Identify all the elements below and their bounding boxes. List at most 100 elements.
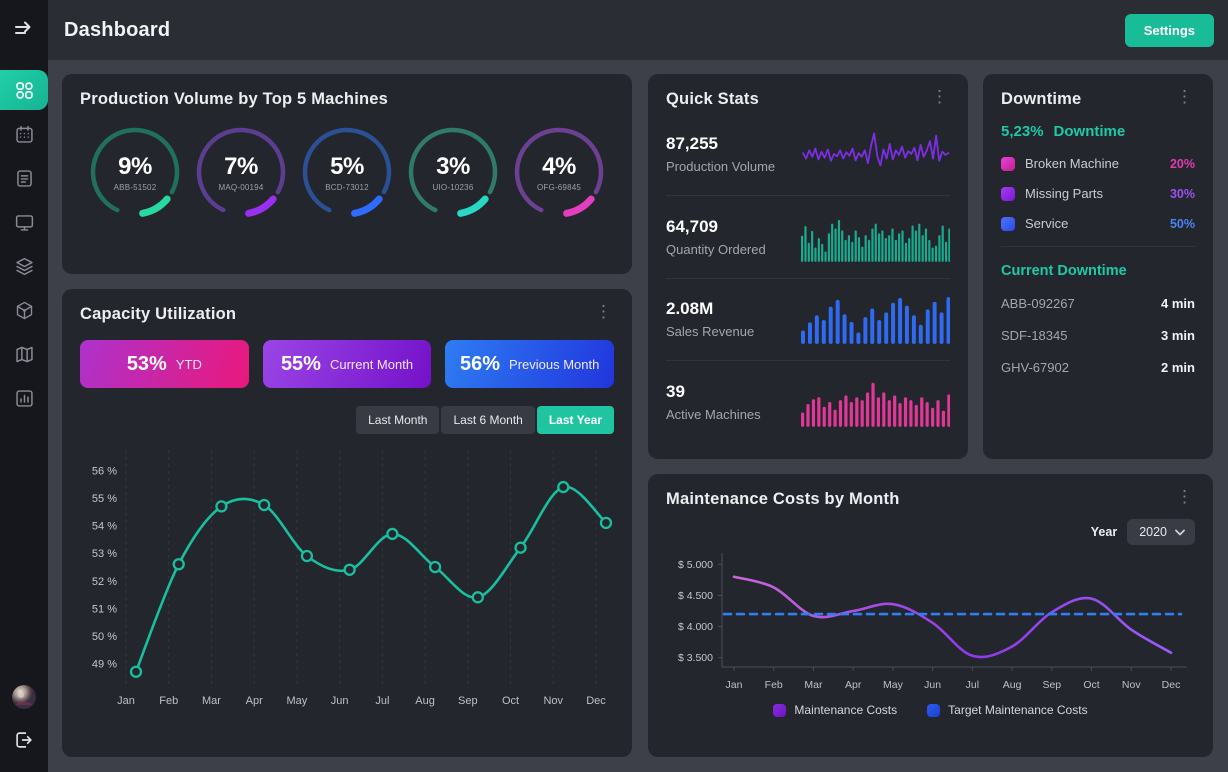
quick-stat-sales-revenue: 2.08M Sales Revenue: [666, 277, 950, 361]
downtime-percent: 5,23%: [1001, 123, 1044, 140]
page-title: Dashboard: [64, 18, 171, 41]
stat-value: 87,255: [666, 133, 718, 153]
sidebar-item-map[interactable]: [0, 334, 48, 374]
svg-text:Feb: Feb: [765, 679, 783, 691]
capacity-stat-previous-month[interactable]: 56% Previous Month: [445, 340, 615, 388]
avatar[interactable]: [12, 685, 36, 709]
legend-label: Target Maintenance Costs: [948, 703, 1088, 717]
sidebar-item-report[interactable]: [0, 158, 48, 198]
downtime-legend-service: Service 50%: [1001, 216, 1195, 231]
year-select[interactable]: 2020: [1127, 519, 1195, 545]
svg-text:Jan: Jan: [117, 695, 135, 707]
svg-text:51 %: 51 %: [92, 603, 117, 615]
kebab-menu-icon[interactable]: ⋮: [931, 87, 948, 106]
gauge-ring: [89, 126, 181, 218]
avatar-photo: [12, 685, 36, 709]
gauge-machine-id: OFG-69845: [536, 182, 582, 192]
sidebar: [0, 0, 48, 772]
gauge-value: 7%: [224, 152, 258, 180]
svg-text:$ 4.500: $ 4.500: [678, 590, 713, 602]
downtime-title: Downtime: [1001, 90, 1082, 108]
downtime-legend-broken-machine: Broken Machine 20%: [1001, 156, 1195, 171]
gauge-bcd-73012: 5% BCD-73012: [298, 123, 396, 221]
svg-text:Apr: Apr: [246, 695, 263, 707]
svg-text:Jun: Jun: [924, 679, 941, 691]
cube-icon: [16, 301, 32, 319]
divider: [1001, 246, 1195, 247]
svg-text:Feb: Feb: [159, 695, 178, 707]
year-label: Year: [1090, 525, 1118, 539]
calendar-icon: [15, 125, 33, 143]
legend-swatch: [1001, 216, 1015, 231]
machine-id: GHV-67902: [1001, 360, 1069, 375]
production-volume-card: Production Volume by Top 5 Machines 9% AB…: [62, 74, 632, 274]
gauge-value: 5%: [330, 152, 364, 180]
sidebar-item-calendar[interactable]: [0, 114, 48, 154]
stat-label: Sales Revenue: [666, 324, 755, 340]
svg-text:May: May: [287, 695, 308, 707]
gauge-ring: [301, 126, 393, 218]
svg-text:Jun: Jun: [331, 695, 349, 707]
gauge-machine-id: MAQ-00194: [218, 182, 264, 192]
svg-text:Sep: Sep: [1042, 679, 1061, 691]
legend-swatch: [1001, 186, 1015, 201]
stat-label: Current Month: [329, 356, 414, 372]
sidebar-item-analytics[interactable]: [0, 378, 48, 418]
stat-label: Active Machines: [666, 407, 761, 423]
legend-label: Missing Parts: [1025, 186, 1104, 201]
current-downtime-row: GHV-67902 2 min: [1001, 360, 1195, 375]
sidebar-item-monitor[interactable]: [0, 202, 48, 242]
svg-text:Jan: Jan: [726, 679, 743, 691]
quick-stats-card: Quick Stats ⋮ 87,255 Production Volume 64,…: [648, 74, 968, 459]
machine-gauges: 9% ABB-51502 7% MAQ-00194 5% BCD-73012 3% UIO-1…: [80, 123, 614, 221]
svg-text:Jul: Jul: [966, 679, 979, 691]
sparkline-bars: [800, 219, 950, 262]
downtime-headline: 5,23% Downtime: [1001, 123, 1195, 140]
stat-value: 2.08M: [666, 299, 714, 319]
layers-icon: [15, 257, 33, 275]
legend-target-maintenance-costs: Target Maintenance Costs: [927, 703, 1088, 717]
quick-stat-production-volume: 87,255 Production Volume: [666, 113, 950, 195]
legend-maintenance-costs: Maintenance Costs: [773, 703, 897, 717]
logout-button[interactable]: [13, 729, 35, 754]
capacity-utilization-title: Capacity Utilization: [80, 305, 237, 323]
gauge-abb-51502: 9% ABB-51502: [86, 123, 184, 221]
tab-last-6-month[interactable]: Last 6 Month: [441, 406, 535, 434]
sidebar-item-layers[interactable]: [0, 246, 48, 286]
settings-button[interactable]: Settings: [1124, 13, 1214, 47]
kebab-menu-icon[interactable]: ⋮: [1176, 87, 1193, 106]
quick-stat-active-machines: 39 Active Machines: [666, 360, 950, 443]
current-downtime-list: ABB-092267 4 min SDF-18345 3 min GHV-67902 2 …: [1001, 296, 1195, 375]
maintenance-line-chart: $ 5.000 $ 4.500 $ 4.000 $ 3.500 Jan Feb Mar Apr…: [678, 553, 1187, 691]
stat-value: 53%: [126, 352, 167, 375]
capacity-stat-ytd[interactable]: 53% YTD: [80, 340, 249, 388]
kebab-menu-icon[interactable]: ⋮: [595, 302, 612, 321]
legend-swatch: [1001, 156, 1015, 171]
current-downtime-title: Current Downtime: [1001, 263, 1127, 279]
gauge-uio-10236: 3% UIO-10236: [404, 123, 502, 221]
quick-stat-quantity-ordered: 64,709 Quantity Ordered: [666, 194, 950, 278]
capacity-stat-current-month[interactable]: 55% Current Month: [262, 340, 432, 388]
sidebar-item-dashboard[interactable]: [0, 70, 48, 110]
monitor-icon: [15, 214, 33, 231]
gauge-ring: [407, 126, 499, 218]
legend-percent: 30%: [1169, 186, 1195, 201]
production-volume-title: Production Volume by Top 5 Machines: [80, 90, 389, 108]
svg-text:Aug: Aug: [415, 695, 435, 707]
menu-toggle-button[interactable]: [12, 16, 36, 46]
downtime-card: Downtime ⋮ 5,23% Downtime Broken Machine 2…: [983, 74, 1213, 459]
svg-text:$ 5.000: $ 5.000: [678, 559, 713, 571]
tab-last-year[interactable]: Last Year: [536, 406, 614, 434]
svg-text:May: May: [883, 679, 904, 691]
sidebar-item-packages[interactable]: [0, 290, 48, 330]
svg-text:$ 3.500: $ 3.500: [678, 652, 713, 664]
legend-label: Broken Machine: [1025, 156, 1119, 171]
kebab-menu-icon[interactable]: ⋮: [1176, 487, 1193, 506]
downtime-duration: 2 min: [1161, 360, 1195, 375]
tab-last-month[interactable]: Last Month: [356, 406, 440, 434]
stat-value: 55%: [280, 352, 321, 375]
legend-swatch: [927, 703, 941, 717]
svg-text:Dec: Dec: [586, 695, 606, 707]
svg-text:Aug: Aug: [1003, 679, 1022, 691]
svg-text:Nov: Nov: [1122, 679, 1141, 691]
